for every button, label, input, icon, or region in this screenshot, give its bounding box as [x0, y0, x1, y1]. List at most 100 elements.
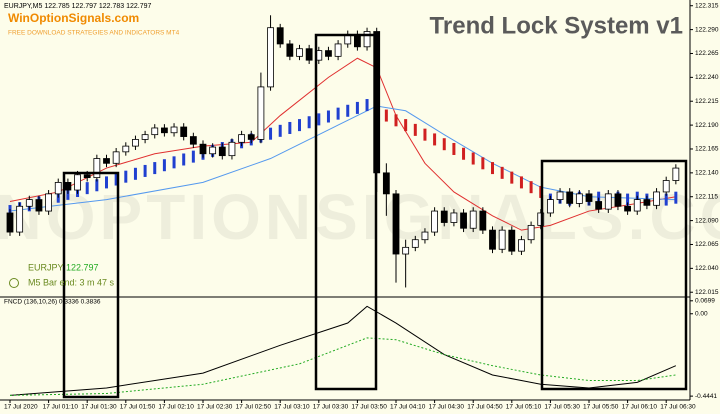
- candle-body: [83, 174, 91, 179]
- candle-body: [566, 191, 574, 204]
- candle-body: [575, 193, 583, 204]
- x-tick-label: 17 Jul 03:10: [274, 404, 310, 411]
- candle-body: [276, 27, 284, 45]
- x-tick-label: 17 Jul 01:10: [43, 404, 79, 411]
- candle-body: [257, 86, 265, 140]
- trend-bar: [85, 182, 89, 195]
- y-tick-label: 0.00: [695, 310, 708, 317]
- candle-body: [382, 172, 390, 195]
- candle-body: [633, 199, 641, 212]
- candle-body: [402, 246, 410, 255]
- candle-body: [508, 229, 516, 252]
- candle-body: [547, 199, 554, 214]
- y-tick-label: 122.265: [695, 50, 719, 57]
- watermark: WINOPTIONSIGNALS.COM: [0, 181, 720, 253]
- candle-body: [469, 210, 477, 229]
- candle-body: [624, 205, 631, 212]
- candle-body: [170, 126, 178, 134]
- candle-body: [498, 229, 506, 250]
- x-tick-label: 17 Jul 04:10: [390, 404, 426, 411]
- x-tick-label: 17 Jul 06:30: [660, 404, 696, 411]
- y-tick-label: 122.115: [695, 193, 718, 200]
- candle-body: [662, 180, 670, 193]
- candle-body: [267, 27, 274, 88]
- candle-body: [180, 126, 188, 137]
- trend-bar: [626, 193, 630, 206]
- y-tick-label: 122.315: [695, 2, 719, 9]
- candle-body: [392, 193, 400, 255]
- trend-bar: [491, 162, 494, 175]
- candle-body: [141, 134, 149, 140]
- candle-body: [643, 199, 651, 206]
- y-tick-label: 0.0699: [695, 298, 715, 305]
- x-tick-label: 17 Jul 06:10: [622, 404, 658, 411]
- trend-bar: [182, 153, 186, 166]
- candle-body: [363, 31, 371, 48]
- trend-bar: [433, 133, 437, 146]
- candle-body: [421, 231, 429, 241]
- trend-bar: [191, 150, 195, 163]
- candle-body: [431, 210, 439, 233]
- highlight-box: [62, 171, 120, 399]
- trend-bar: [355, 101, 359, 114]
- y-tick-label: 122.090: [695, 217, 719, 224]
- candle-body: [296, 48, 303, 57]
- candle-body: [518, 239, 525, 252]
- y-tick-label: 122.065: [695, 241, 719, 248]
- trend-bar: [481, 157, 485, 170]
- trend-bar: [384, 109, 388, 122]
- symbol: EURJPY: [28, 262, 64, 272]
- trend-bar: [133, 167, 137, 180]
- candle-body: [595, 201, 603, 210]
- candle-body: [199, 143, 207, 155]
- candle-body: [103, 158, 110, 164]
- candle-body: [585, 193, 593, 202]
- candle-body: [489, 229, 496, 250]
- y-tick-label: 122.040: [695, 265, 719, 272]
- trend-bar: [95, 179, 99, 192]
- candle-body: [604, 193, 612, 210]
- x-tick-label: 17 Jul 04:50: [467, 404, 503, 411]
- trend-bar: [471, 152, 475, 165]
- highlight-box: [314, 33, 378, 391]
- candle-body: [132, 139, 139, 147]
- candle-body: [74, 174, 81, 191]
- candle-body: [218, 146, 226, 157]
- candle-body: [653, 191, 660, 206]
- indicator-title: FNCD (136,10,26) 0.3336 0.3836: [4, 299, 101, 306]
- trend-bar: [114, 173, 118, 186]
- trend-bar: [143, 164, 147, 177]
- trend-bar: [336, 107, 340, 120]
- candle-body: [93, 158, 101, 179]
- x-tick-label: 17 Jul 2020: [4, 404, 38, 411]
- candle-body: [527, 224, 535, 241]
- trend-bar: [288, 121, 292, 134]
- x-tick-label: 17 Jul 05:50: [583, 404, 619, 411]
- x-tick-label: 17 Jul 04:30: [429, 404, 465, 411]
- trend-bar: [269, 127, 273, 140]
- candle-body: [6, 212, 14, 233]
- timer-icon: [9, 278, 19, 288]
- x-tick-label: 17 Jul 02:10: [158, 404, 194, 411]
- trend-bar: [423, 128, 427, 141]
- x-tick-label: 17 Jul 03:50: [351, 404, 387, 411]
- trend-bar: [124, 170, 128, 183]
- candle-body: [334, 43, 342, 57]
- indicator-line: [9, 337, 676, 396]
- y-tick-label: -0.4441: [695, 393, 717, 400]
- candle-body: [411, 239, 419, 248]
- trend-bar: [462, 147, 466, 160]
- candle-body: [54, 182, 62, 195]
- candle-body: [556, 191, 564, 200]
- candle-body: [35, 199, 43, 212]
- trend-bar: [510, 171, 514, 184]
- candle-body: [460, 212, 467, 229]
- candle-body: [238, 134, 246, 143]
- trend-bar: [674, 191, 678, 204]
- candle-body: [189, 136, 197, 145]
- trend-bar: [519, 176, 523, 189]
- x-tick-label: 17 Jul 01:50: [120, 404, 156, 411]
- trend-bar: [365, 99, 369, 112]
- candle-body: [614, 193, 622, 207]
